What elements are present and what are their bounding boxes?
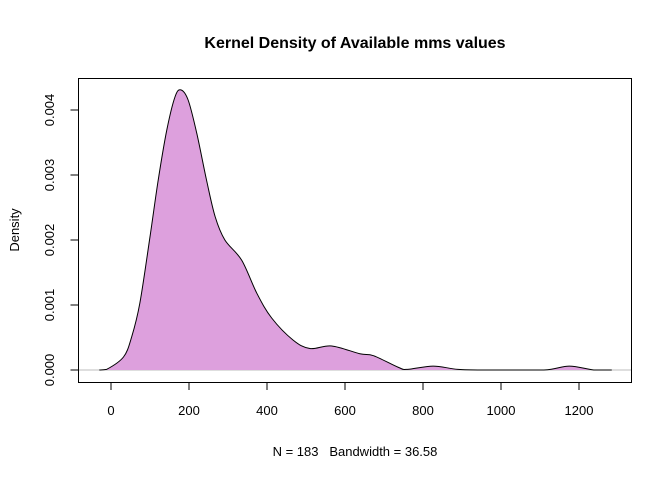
density-curve [99, 89, 612, 371]
y-tick-label: 0.003 [42, 159, 57, 192]
x-tick-label: 800 [412, 403, 434, 418]
x-axis: 0 200 400 600 800 1000 1200 [107, 382, 594, 418]
x-tick-label: 1000 [487, 403, 516, 418]
chart-title: Kernel Density of Available mms values [204, 35, 505, 52]
y-axis: 0.000 0.001 0.002 0.003 0.004 [42, 94, 79, 387]
x-tick-label: 0 [107, 403, 114, 418]
x-tick-label: 600 [334, 403, 356, 418]
y-tick-label: 0.002 [42, 224, 57, 257]
x-tick-label: 200 [178, 403, 200, 418]
y-axis-label: Density [7, 208, 22, 252]
y-tick-label: 0.004 [42, 94, 57, 127]
y-tick-label: 0.000 [42, 354, 57, 387]
plot-frame [78, 78, 632, 383]
x-tick-label: 400 [256, 403, 278, 418]
x-tick-label: 1200 [565, 403, 594, 418]
density-area [99, 89, 612, 370]
x-axis-label: N = 183 Bandwidth = 36.58 [273, 444, 438, 459]
y-tick-label: 0.001 [42, 289, 57, 322]
